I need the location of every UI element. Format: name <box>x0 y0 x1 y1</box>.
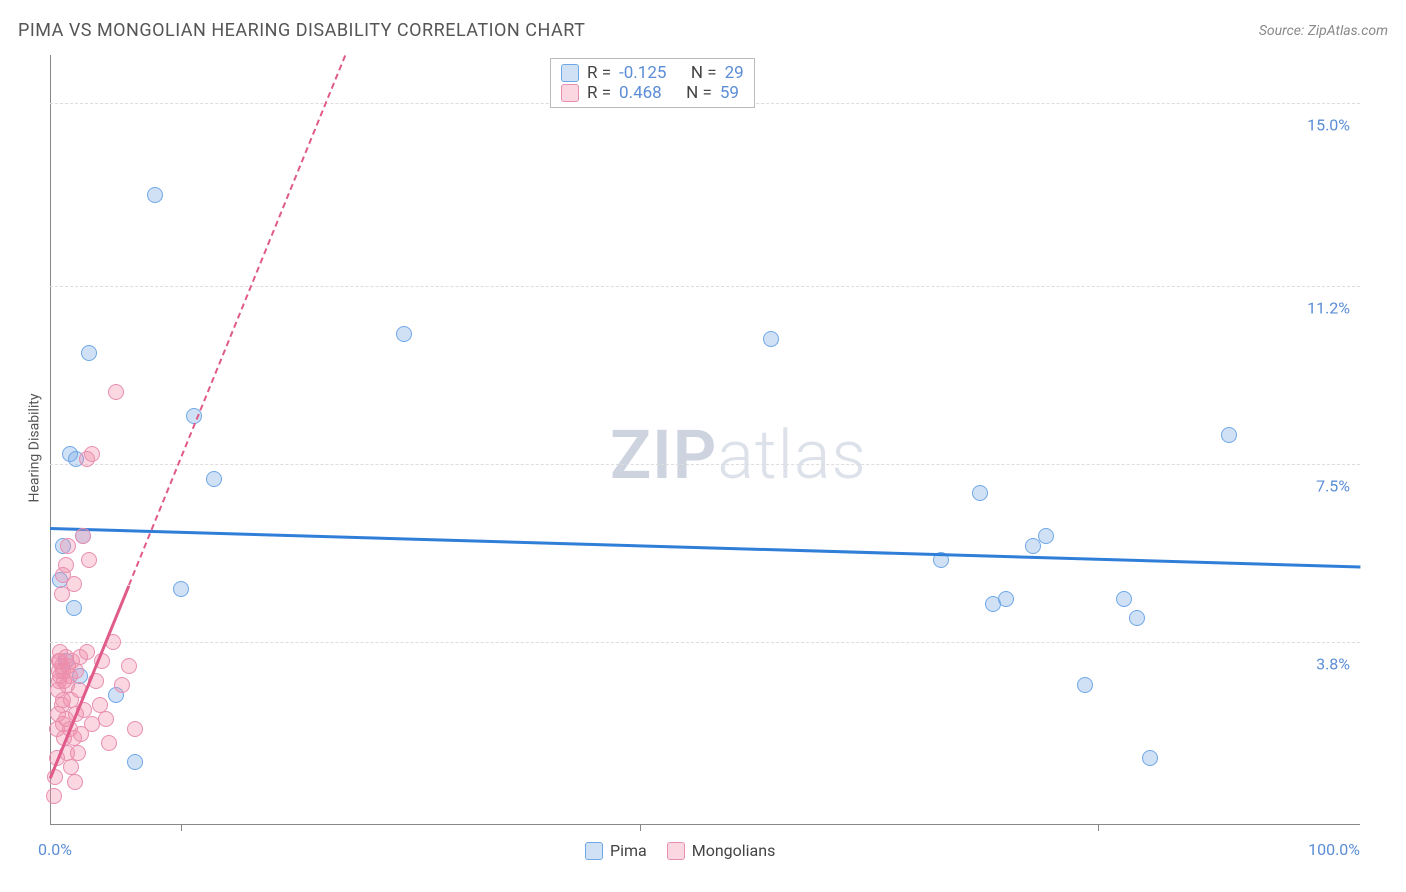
y-tick-label: 15.0% <box>1307 116 1350 135</box>
plot-area: Hearing Disability ZIPatlas 3.8%7.5%11.2… <box>50 55 1360 825</box>
data-point <box>127 754 143 770</box>
r-value: -0.125 <box>619 63 666 83</box>
data-point <box>68 663 84 679</box>
data-point <box>972 485 988 501</box>
n-value: 29 <box>725 63 744 83</box>
legend-label: Mongolians <box>692 841 776 860</box>
data-point <box>1038 528 1054 544</box>
y-axis-label: Hearing Disability <box>26 394 42 503</box>
n-value: 59 <box>720 83 739 103</box>
data-point <box>1221 427 1237 443</box>
y-tick-label: 3.8% <box>1316 655 1350 674</box>
data-point <box>763 331 779 347</box>
data-point <box>63 759 79 775</box>
legend-swatch <box>561 84 579 102</box>
gridline <box>50 642 1360 643</box>
x-axis <box>50 824 1360 825</box>
stats-row: R = 0.468 N = 59 <box>561 83 744 103</box>
data-point <box>81 345 97 361</box>
data-point <box>147 187 163 203</box>
data-point <box>101 735 117 751</box>
data-point <box>206 471 222 487</box>
data-point <box>46 788 62 804</box>
data-point <box>121 658 137 674</box>
x-start-label: 0.0% <box>38 840 72 859</box>
stats-box: R = -0.125 N = 29R = 0.468 N = 59 <box>550 58 755 108</box>
stats-row: R = -0.125 N = 29 <box>561 63 744 83</box>
data-point <box>998 591 1014 607</box>
legend-item: Pima <box>585 841 647 860</box>
chart-title: PIMA VS MONGOLIAN HEARING DISABILITY COR… <box>18 20 585 41</box>
trend-line <box>128 56 346 586</box>
data-point <box>60 538 76 554</box>
legend: Pima Mongolians <box>585 841 775 860</box>
data-point <box>396 326 412 342</box>
trend-line <box>50 527 1360 568</box>
data-point <box>75 528 91 544</box>
legend-swatch <box>667 842 685 860</box>
watermark: ZIPatlas <box>610 415 867 495</box>
data-point <box>114 677 130 693</box>
x-tick <box>640 825 641 831</box>
legend-item: Mongolians <box>667 841 776 860</box>
legend-swatch <box>561 64 579 82</box>
data-point <box>70 745 86 761</box>
data-point <box>127 721 143 737</box>
gridline <box>50 286 1360 287</box>
legend-swatch <box>585 842 603 860</box>
gridline <box>50 464 1360 465</box>
data-point <box>66 600 82 616</box>
y-tick-label: 7.5% <box>1316 477 1350 496</box>
x-end-label: 100.0% <box>1308 840 1360 859</box>
r-value: 0.468 <box>619 83 662 103</box>
data-point <box>66 576 82 592</box>
source-label: Source: ZipAtlas.com <box>1259 23 1388 39</box>
data-point <box>98 711 114 727</box>
x-tick <box>181 825 182 831</box>
data-point <box>84 446 100 462</box>
y-tick-label: 11.2% <box>1307 299 1350 318</box>
data-point <box>1077 677 1093 693</box>
data-point <box>58 557 74 573</box>
legend-label: Pima <box>610 841 647 860</box>
data-point <box>81 552 97 568</box>
data-point <box>108 384 124 400</box>
data-point <box>1142 750 1158 766</box>
data-point <box>79 644 95 660</box>
data-point <box>1129 610 1145 626</box>
data-point <box>67 774 83 790</box>
data-point <box>173 581 189 597</box>
x-tick <box>1098 825 1099 831</box>
data-point <box>1116 591 1132 607</box>
